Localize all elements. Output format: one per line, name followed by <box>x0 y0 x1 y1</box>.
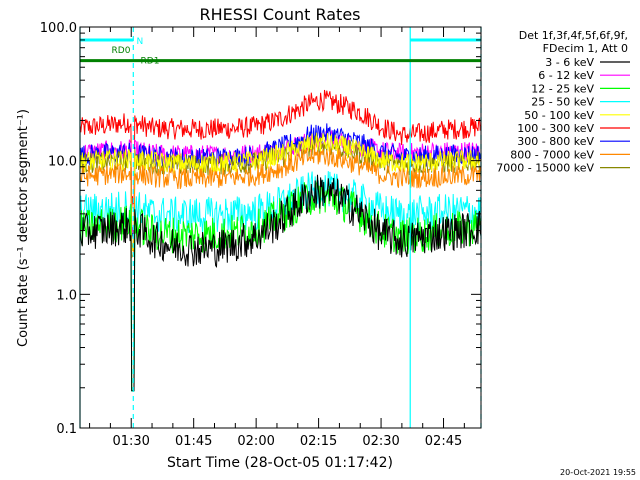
chart-title: RHESSI Count Rates <box>200 5 361 24</box>
legend-label-2: 12 - 25 keV <box>531 82 594 95</box>
legend-label-6: 300 - 800 keV <box>517 135 594 148</box>
legend-label-7: 800 - 7000 keV <box>510 148 594 161</box>
legend-label-4: 50 - 100 keV <box>524 109 594 122</box>
legend: Det 1f,3f,4f,5f,6f,9f,FDecim 1, Att 03 -… <box>496 29 630 175</box>
render-timestamp: 20-Oct-2021 19:55 <box>560 468 636 477</box>
legend-label-0: 3 - 6 keV <box>545 56 594 69</box>
plot-frame <box>79 26 482 429</box>
x-tick-label-1: 01:45 <box>175 434 212 449</box>
marker-label-rd1: RD1 <box>141 57 160 67</box>
y-axis-label: Count Rate (s⁻¹ detector segment⁻¹) <box>16 109 31 347</box>
series-trace-5 <box>79 145 482 259</box>
x-tick-label-2: 02:00 <box>237 434 274 449</box>
series-trace-0 <box>79 89 482 209</box>
legend-label-5: 100 - 300 keV <box>517 122 594 135</box>
y-tick-label-1: 1.0 <box>56 288 77 303</box>
legend-header-0: Det 1f,3f,4f,5f,6f,9f, <box>519 29 628 42</box>
legend-label-3: 25 - 50 keV <box>531 96 594 109</box>
x-tick-label-3: 02:15 <box>300 434 337 449</box>
legend-label-1: 6 - 12 keV <box>538 69 594 82</box>
series-trace-8 <box>79 174 482 392</box>
legend-header-1: FDecim 1, Att 0 <box>543 42 628 55</box>
marker-label-n: N <box>137 37 144 47</box>
y-tick-label-2: 10.0 <box>48 155 77 170</box>
series-trace-4 <box>79 132 482 252</box>
series-traces <box>79 89 482 392</box>
y-tick-label-0: 0.1 <box>56 422 77 437</box>
x-tick-label-0: 01:30 <box>112 434 149 449</box>
y-tick-label-3: 100.0 <box>40 21 77 36</box>
marker-label-rd0: RD0 <box>112 46 131 56</box>
x-tick-label-5: 02:45 <box>425 434 462 449</box>
series-trace-6 <box>79 171 482 392</box>
x-tick-label-4: 02:30 <box>362 434 399 449</box>
legend-label-8: 7000 - 15000 keV <box>496 162 594 175</box>
x-axis-label: Start Time (28-Oct-05 01:17:42) <box>167 455 393 471</box>
axes: 0.1 1.0 10.0 100.0 01:30 01:45 02:00 02:15 02:30… <box>40 21 481 449</box>
